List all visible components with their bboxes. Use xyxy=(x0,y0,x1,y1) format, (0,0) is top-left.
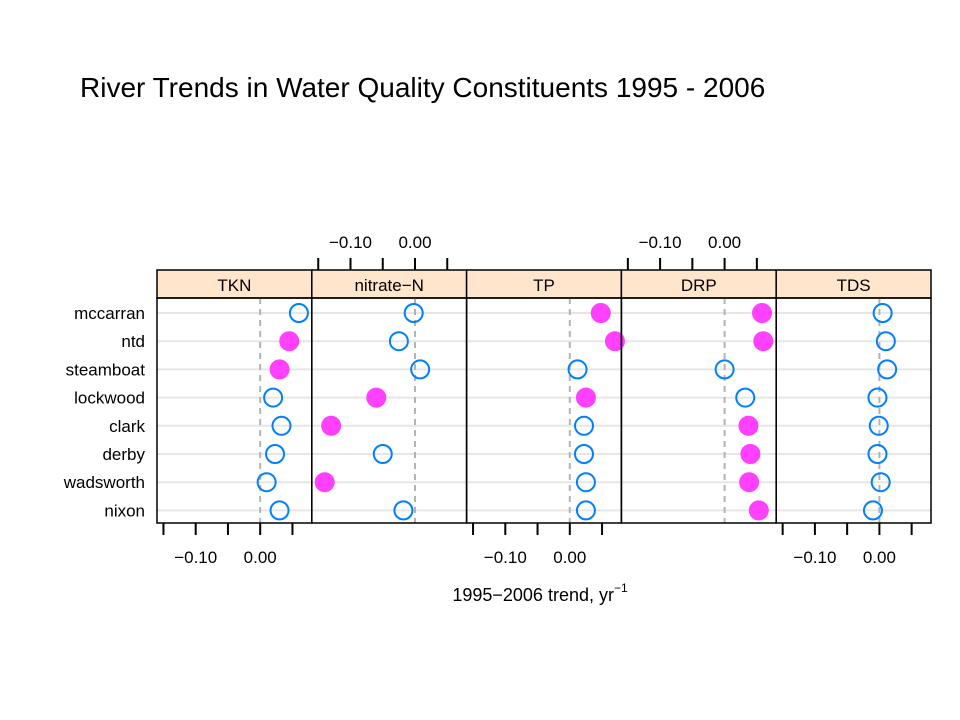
site-label: ntd xyxy=(121,332,145,351)
data-point xyxy=(575,387,596,408)
data-point xyxy=(740,444,761,464)
data-point xyxy=(410,359,431,380)
x-tick-label: 0.00 xyxy=(398,233,431,252)
data-point xyxy=(263,387,284,408)
site-label: steamboat xyxy=(66,360,146,379)
data-point xyxy=(265,444,286,464)
x-tick-label: −0.10 xyxy=(174,548,217,567)
data-point xyxy=(735,387,756,408)
panel-strip-label: DRP xyxy=(681,276,717,295)
x-tick-label: 0.00 xyxy=(553,548,586,567)
data-point xyxy=(867,387,888,408)
panel-strip-label: TDS xyxy=(837,276,871,295)
panel-strip-label: TP xyxy=(533,276,555,295)
data-point xyxy=(714,359,735,380)
data-point xyxy=(403,303,424,323)
site-label: derby xyxy=(102,445,145,464)
data-point xyxy=(366,387,387,408)
x-axis-label: 1995−2006 trend, yr−1 xyxy=(452,581,628,605)
data-point xyxy=(269,500,290,521)
x-tick-label: −0.10 xyxy=(329,233,372,252)
x-axis-label-text: 1995−2006 trend, yr xyxy=(452,585,614,605)
panel-strip xyxy=(775,269,932,299)
data-point xyxy=(875,331,896,352)
x-tick-label: 0.00 xyxy=(863,548,896,567)
data-point xyxy=(877,359,898,380)
data-point xyxy=(738,415,759,436)
data-point xyxy=(567,359,588,380)
data-point xyxy=(321,415,342,436)
data-point xyxy=(388,331,409,352)
x-tick-label: 0.00 xyxy=(244,548,277,567)
data-point xyxy=(752,303,773,323)
data-point xyxy=(575,472,596,493)
data-point xyxy=(573,444,594,464)
chart-title: River Trends in Water Quality Constituen… xyxy=(80,72,766,103)
panel-frame xyxy=(465,297,623,524)
panel-frame xyxy=(775,297,932,524)
data-point xyxy=(271,415,292,436)
data-point xyxy=(862,500,883,521)
data-point xyxy=(868,415,889,436)
site-label: nixon xyxy=(104,501,145,520)
x-tick-label: 0.00 xyxy=(708,233,741,252)
x-axis-label-exponent: −1 xyxy=(614,581,628,595)
data-point xyxy=(269,359,290,380)
site-label: lockwood xyxy=(74,389,145,408)
panel-strip-label: nitrate−N xyxy=(354,276,423,295)
data-point xyxy=(872,303,893,323)
data-point xyxy=(748,500,769,521)
data-point xyxy=(573,415,594,436)
panel-strip xyxy=(156,269,313,299)
x-tick-label: −0.10 xyxy=(793,548,836,567)
data-point xyxy=(256,472,277,493)
x-tick-label: −0.10 xyxy=(484,548,527,567)
panel-strip-label: TKN xyxy=(217,276,251,295)
site-label: wadsworth xyxy=(63,473,145,492)
data-point xyxy=(288,303,309,323)
data-point xyxy=(590,303,611,323)
site-label: mccarran xyxy=(74,304,145,323)
panel-frame xyxy=(311,297,468,524)
data-point xyxy=(739,472,760,493)
site-label: clark xyxy=(109,417,145,436)
panel-strip xyxy=(465,269,623,299)
data-point xyxy=(867,444,888,464)
data-point xyxy=(372,444,393,464)
data-point xyxy=(575,500,596,521)
data-point xyxy=(604,331,625,352)
data-point xyxy=(314,472,335,493)
data-point xyxy=(279,331,300,352)
data-point xyxy=(393,500,414,521)
data-point xyxy=(753,331,774,352)
x-tick-label: −0.10 xyxy=(639,233,682,252)
data-point xyxy=(870,472,891,493)
